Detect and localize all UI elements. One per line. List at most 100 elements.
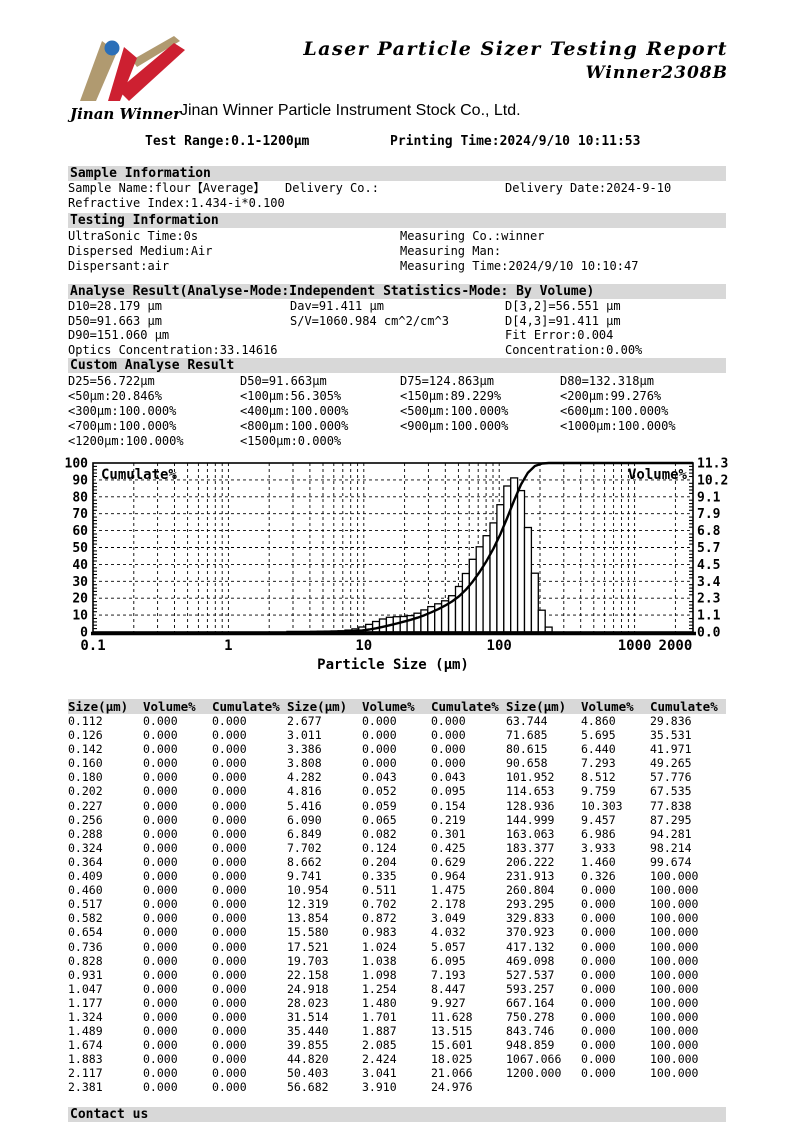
table-cell: 0.219 (431, 812, 466, 827)
sample-info-row: Refractive Index:1.434-i*0.100 (68, 196, 726, 211)
company-name: Jinan Winner Particle Instrument Stock C… (180, 102, 521, 119)
column-header: Volume% (362, 699, 415, 714)
table-cell: 15.601 (431, 1038, 473, 1053)
table-cell: 0.000 (212, 939, 247, 954)
table-cell: 0.180 (68, 770, 103, 785)
table-cell: 0.983 (362, 925, 397, 940)
table-cell: 6.440 (581, 742, 616, 757)
table-cell: 77.838 (650, 798, 692, 813)
table-cell: 0.000 (581, 925, 616, 940)
table-cell: 17.521 (287, 939, 329, 954)
table-cell: 0.301 (431, 826, 466, 841)
measuring-time: Measuring Time:2024/9/10 10:10:47 (400, 259, 639, 273)
table-cell: 8.662 (287, 854, 322, 869)
table-cell: 9.457 (581, 812, 616, 827)
table-cell: 0.000 (212, 784, 247, 799)
custom-result-value: <900μm:100.000% (400, 419, 509, 433)
table-cell: 8.512 (581, 770, 616, 785)
dispersed-medium: Dispersed Medium:Air (68, 244, 213, 258)
table-cell (650, 1080, 726, 1094)
table-cell: 0.160 (68, 756, 103, 771)
table-cell: 1.460 (581, 854, 616, 869)
table-cell: 0.000 (143, 1080, 178, 1095)
table-cell: 24.976 (431, 1080, 473, 1095)
table-cell: 9.759 (581, 784, 616, 799)
table-cell: 0.000 (362, 714, 397, 728)
column-header: Volume% (143, 699, 196, 714)
table-cell: 100.000 (650, 1024, 699, 1039)
table-cell: 100.000 (650, 883, 699, 898)
table-cell: 0.000 (581, 1024, 616, 1039)
measuring-man: Measuring Man: (400, 244, 502, 258)
table-cell: 0.000 (212, 1066, 247, 1081)
table-cell: 0.517 (68, 897, 103, 912)
refractive-index: Refractive Index:1.434-i*0.100 (68, 196, 285, 210)
table-cell: 0.000 (143, 953, 178, 968)
table-cell: 183.377 (506, 840, 555, 855)
table-row: 0.409 0.000 0.000 9.741 0.335 0.964 231.913 0.3… (68, 869, 726, 883)
table-row: 1.324 0.000 0.000 31.514 1.701 11.628 750.278 0… (68, 1010, 726, 1024)
table-cell: 100.000 (650, 911, 699, 926)
table-cell: 0.000 (143, 826, 178, 841)
table-cell: 4.860 (581, 714, 616, 728)
table-cell: 0.000 (581, 911, 616, 926)
table-row: 1.047 0.000 0.000 24.918 1.254 8.447 593.257 0.… (68, 982, 726, 996)
table-cell: 28.023 (287, 995, 329, 1010)
table-cell: 1.701 (362, 1009, 397, 1024)
table-cell: 0.000 (212, 756, 247, 771)
table-cell: 0.000 (212, 812, 247, 827)
table-cell: 0.000 (143, 925, 178, 940)
table-cell: 948.859 (506, 1038, 555, 1053)
svg-text:Cumulate%: Cumulate% (101, 467, 177, 483)
table-cell: 6.090 (287, 812, 322, 827)
table-cell: 12.319 (287, 897, 329, 912)
table-cell: 0.000 (143, 1009, 178, 1024)
custom-result-value: <1200μm:100.000% (68, 434, 184, 448)
custom-result-value: <200μm:99.276% (560, 389, 662, 403)
table-cell: 0.736 (68, 939, 103, 954)
table-cell: 39.855 (287, 1038, 329, 1053)
table-cell: 2.381 (68, 1080, 103, 1095)
column-header: Volume% (581, 699, 634, 714)
delivery-date: Delivery Date:2024-9-10 (505, 181, 672, 195)
svg-text:2.3: 2.3 (697, 592, 720, 607)
table-cell: 10.954 (287, 883, 329, 898)
table-row: 0.460 0.000 0.000 10.954 0.511 1.475 260.804 0.… (68, 883, 726, 897)
table-cell: 0.124 (362, 840, 397, 855)
svg-text:30: 30 (72, 575, 88, 590)
custom-result-value: D75=124.863μm (400, 374, 494, 388)
table-cell: 1.024 (362, 939, 397, 954)
svg-text:7.9: 7.9 (697, 507, 720, 522)
table-cell: 0.000 (581, 1052, 616, 1067)
title-block: Laser Particle Sizer Testing Report Winn… (303, 38, 728, 83)
table-cell: 15.580 (287, 925, 329, 940)
custom-result-value: <1500μm:0.000% (240, 434, 342, 448)
table-cell: 0.000 (212, 1009, 247, 1024)
table-cell: 3.808 (287, 756, 322, 771)
table-cell: 0.654 (68, 925, 103, 940)
svg-text:10.2: 10.2 (697, 473, 728, 488)
svg-text:70: 70 (72, 507, 88, 522)
analyse-result-value: D50=91.663 μm (68, 313, 162, 328)
table-cell: 0.000 (212, 854, 247, 869)
analyse-result-value: Fit Error:0.004 (505, 328, 614, 342)
svg-text:4.5: 4.5 (697, 558, 720, 573)
table-cell: 0.000 (212, 742, 247, 757)
table-cell: 0.000 (143, 812, 178, 827)
table-cell: 1067.066 (506, 1052, 562, 1067)
table-cell: 0.000 (581, 883, 616, 898)
sample-name: Sample Name:flour【Average】 (68, 181, 266, 195)
table-header-row: Size(μm) Volume% Cumulate% Size(μm) Volume% C… (68, 699, 726, 714)
table-cell: 24.918 (287, 981, 329, 996)
table-cell: 18.025 (431, 1052, 473, 1067)
test-range: Test Range:0.1-1200μm (145, 134, 310, 149)
svg-text:3.4: 3.4 (697, 575, 721, 590)
table-cell: 667.164 (506, 995, 555, 1010)
table-cell: 0.000 (212, 869, 247, 884)
table-cell: 100.000 (650, 995, 699, 1010)
table-cell: 0.931 (68, 967, 103, 982)
table-cell: 80.615 (506, 742, 548, 757)
custom-result-value: <150μm:89.229% (400, 389, 502, 403)
custom-result-value (560, 434, 726, 449)
analyse-result-value: D[3,2]=56.551 μm (505, 299, 621, 313)
